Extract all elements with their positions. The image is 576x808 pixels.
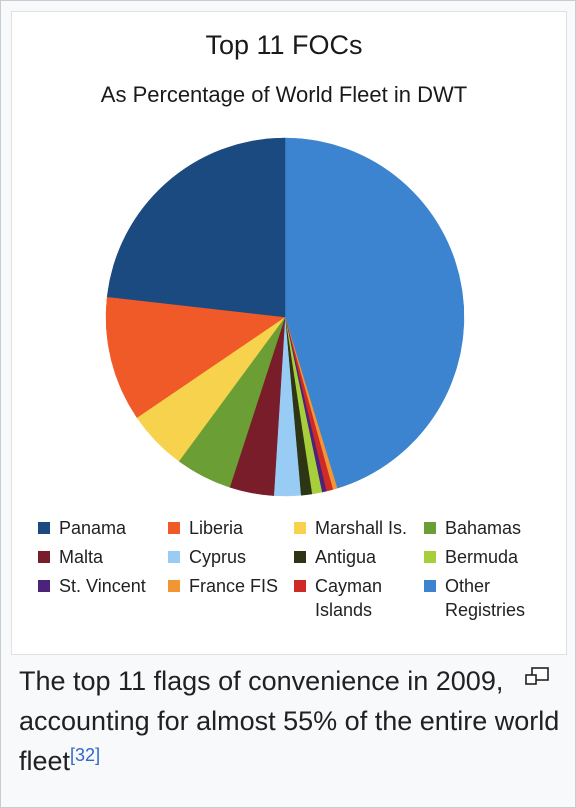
legend-item: Marshall Is. <box>294 516 407 540</box>
image-caption: The top 11 flags of convenience in 2009,… <box>19 661 567 781</box>
legend-swatch <box>424 522 436 534</box>
legend-label: France FIS <box>189 576 279 596</box>
legend-item: Cayman Islands <box>294 574 382 622</box>
legend-swatch <box>168 580 180 592</box>
legend-label: Bahamas <box>445 518 522 538</box>
legend-label: Bermuda <box>445 547 519 567</box>
legend-item: Liberia <box>168 516 243 540</box>
legend-label: Cayman Islands <box>315 576 383 620</box>
legend-item: France FIS <box>168 574 278 598</box>
legend-swatch <box>424 580 436 592</box>
chart-image[interactable]: Top 11 FOCs As Percentage of World Fleet… <box>11 11 567 655</box>
legend-label: St. Vincent <box>59 576 146 596</box>
magnify-icon[interactable] <box>523 666 553 688</box>
pie-slice-liberia <box>105 296 286 418</box>
legend-label: Antigua <box>315 547 377 567</box>
pie-slice-panama <box>106 137 286 318</box>
legend-item: Other Registries <box>424 574 525 622</box>
legend-swatch <box>38 580 50 592</box>
legend-swatch <box>168 551 180 563</box>
legend-label: Malta <box>59 547 104 567</box>
chart-title: Top 11 FOCs <box>205 30 362 60</box>
legend-swatch <box>294 580 306 592</box>
pie-chart: Top 11 FOCs As Percentage of World Fleet… <box>101 30 467 497</box>
legend-label: Liberia <box>189 518 244 538</box>
legend-item: Bahamas <box>424 516 521 540</box>
legend-swatch <box>294 551 306 563</box>
legend-item: Panama <box>38 516 126 540</box>
citation-reference[interactable]: [32] <box>70 745 101 765</box>
legend-label: Cyprus <box>189 547 247 567</box>
legend-swatch <box>38 551 50 563</box>
legend-item: Cyprus <box>168 545 246 569</box>
legend-label: Other Registries <box>445 576 526 620</box>
legend-item: St. Vincent <box>38 574 146 598</box>
legend-swatch <box>424 551 436 563</box>
legend-item: Antigua <box>294 545 376 569</box>
legend-label: Panama <box>59 518 127 538</box>
legend-item: Malta <box>38 545 103 569</box>
pie-slice-other-registries <box>284 137 465 489</box>
legend-swatch <box>38 522 50 534</box>
legend-swatch <box>168 522 180 534</box>
legend-item: Bermuda <box>424 545 518 569</box>
chart-subtitle: As Percentage of World Fleet in DWT <box>101 82 467 107</box>
pie-slices <box>105 137 465 497</box>
caption-text: The top 11 flags of convenience in 2009,… <box>19 666 560 776</box>
legend-label: Marshall Is. <box>315 518 408 538</box>
legend-swatch <box>294 522 306 534</box>
